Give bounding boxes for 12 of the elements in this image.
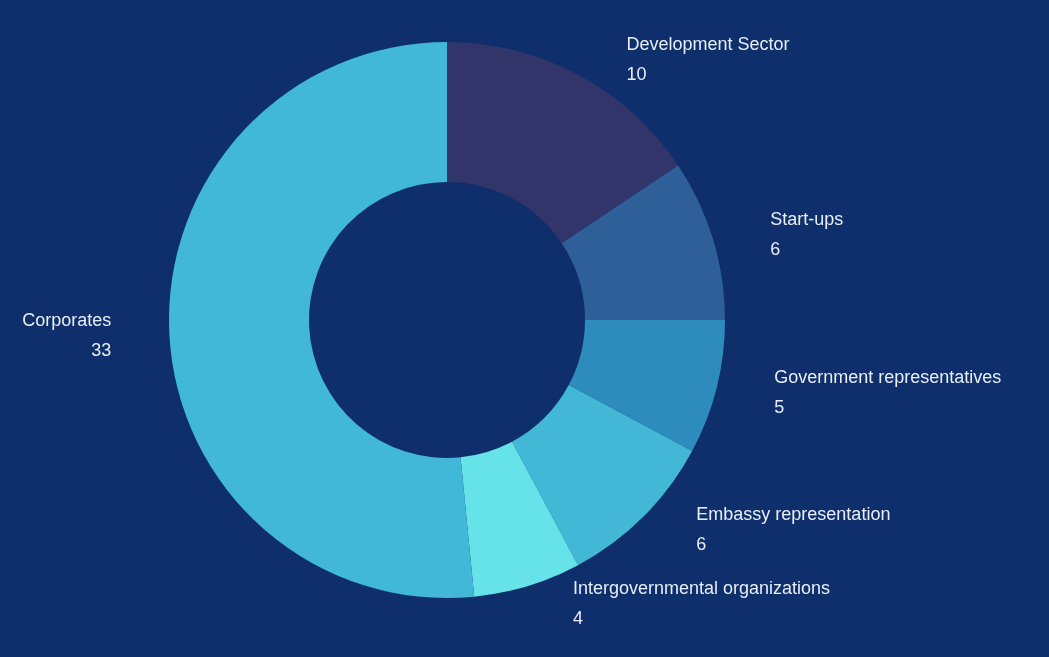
slice-label: Embassy representation xyxy=(696,504,891,525)
slice-label: Corporates xyxy=(22,309,112,330)
slice-label: Development Sector xyxy=(626,33,790,54)
data-label: 6 xyxy=(770,239,781,260)
data-label: 5 xyxy=(774,396,785,417)
data-label: 33 xyxy=(91,339,112,360)
slice-label: Start-ups xyxy=(770,209,844,230)
slice-label: Intergovernmental organizations xyxy=(572,578,831,599)
data-label: 10 xyxy=(626,63,647,84)
slice-label: Government representatives xyxy=(774,366,1002,387)
data-label: 6 xyxy=(696,534,707,555)
data-label: 4 xyxy=(572,608,583,629)
